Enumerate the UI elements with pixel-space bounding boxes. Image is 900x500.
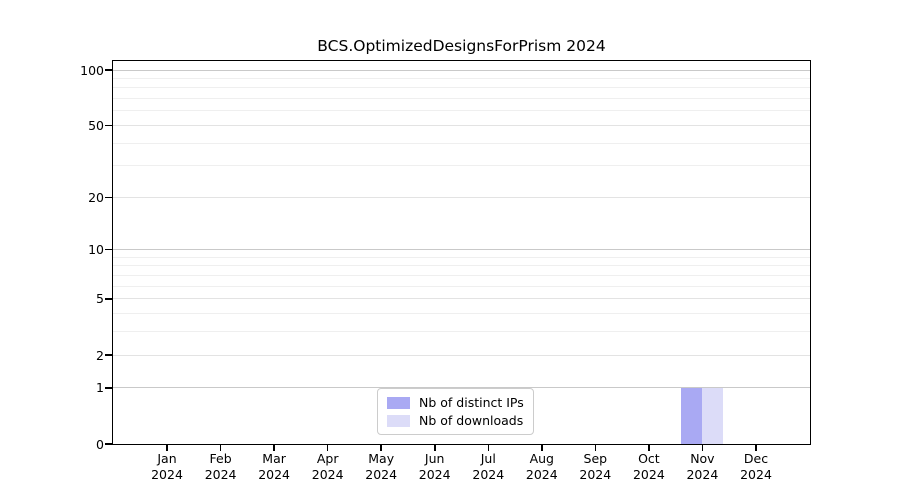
gridline-minor	[113, 98, 810, 100]
x-tick-mark	[273, 445, 275, 451]
x-tick-mark	[166, 445, 168, 451]
x-tick-mark	[755, 445, 757, 451]
y-tick-label: 10	[88, 242, 104, 258]
gridline-major	[113, 69, 810, 71]
y-tick-mark	[105, 354, 112, 356]
y-tick-label: 20	[88, 189, 104, 205]
y-tick-label: 2	[96, 347, 104, 363]
y-tick-label: 100	[80, 62, 104, 78]
x-tick-label-apr: Apr 2024	[311, 451, 344, 482]
gridline-minor	[113, 256, 810, 258]
x-tick-mark	[380, 445, 382, 451]
y-tick-mark	[105, 387, 112, 389]
gridline-major	[113, 298, 810, 300]
gridline-major	[113, 196, 810, 198]
y-tick-mark	[105, 124, 112, 127]
x-tick-label-aug: Aug 2024	[525, 451, 558, 482]
gridline-major	[113, 249, 810, 251]
gridline-minor	[113, 285, 810, 287]
x-tick-mark	[487, 445, 489, 451]
legend-swatch-distinct-ips	[387, 396, 410, 409]
x-tick-label-may: May 2024	[365, 451, 398, 482]
x-tick-label-nov: Nov 2024	[686, 451, 719, 482]
gridline-minor	[113, 77, 810, 79]
y-tick-label: 5	[96, 291, 104, 307]
x-tick-label-jun: Jun 2024	[418, 451, 451, 482]
legend: Nb of distinct IPs Nb of downloads	[377, 388, 534, 435]
x-tick-mark	[326, 445, 329, 451]
x-tick-mark	[219, 445, 222, 451]
legend-label-downloads: Nb of downloads	[419, 413, 524, 428]
y-tick-label: 0	[96, 436, 104, 452]
x-tick-mark	[594, 445, 597, 451]
y-tick-mark	[105, 443, 112, 445]
x-tick-label-dec: Dec 2024	[740, 451, 772, 482]
gridline-minor	[113, 110, 810, 112]
y-tick-label: 50	[88, 117, 104, 133]
bar-nov-distinct-ips	[680, 388, 702, 444]
bar-nov-downloads	[701, 388, 723, 444]
x-tick-mark	[434, 445, 436, 451]
chart-title: BCS.OptimizedDesignsForPrism 2024	[317, 37, 606, 55]
y-tick-mark	[105, 298, 112, 300]
x-tick-label-feb: Feb 2024	[204, 451, 237, 482]
y-tick-mark	[105, 248, 112, 251]
x-tick-label-mar: Mar 2024	[258, 451, 290, 482]
x-tick-mark	[648, 445, 650, 451]
x-tick-label-jan: Jan 2024	[151, 451, 183, 482]
gridline-minor	[113, 87, 810, 89]
gridline-major	[113, 124, 810, 126]
gridline-major	[113, 354, 810, 356]
gridline-minor	[113, 331, 810, 333]
gridline-minor	[113, 142, 810, 144]
legend-label-distinct-ips: Nb of distinct IPs	[419, 395, 524, 410]
x-tick-mark	[701, 445, 704, 451]
gridline-major	[113, 387, 810, 389]
legend-item-distinct-ips: Nb of distinct IPs	[387, 396, 524, 409]
legend-swatch-downloads	[387, 414, 410, 427]
x-tick-label-sep: Sep 2024	[579, 451, 612, 482]
y-tick-mark	[105, 196, 112, 198]
y-tick-label: 1	[96, 380, 104, 396]
gridline-minor	[113, 313, 810, 315]
gridline-minor	[113, 165, 810, 167]
x-tick-mark	[541, 445, 543, 451]
gridline-minor	[113, 265, 810, 267]
gridline-minor	[113, 275, 810, 276]
x-tick-label-jul: Jul 2024	[472, 451, 505, 482]
plot-area	[112, 60, 811, 445]
x-tick-label-oct: Oct 2024	[632, 451, 665, 482]
y-tick-mark	[105, 69, 112, 71]
legend-item-downloads: Nb of downloads	[387, 414, 524, 427]
